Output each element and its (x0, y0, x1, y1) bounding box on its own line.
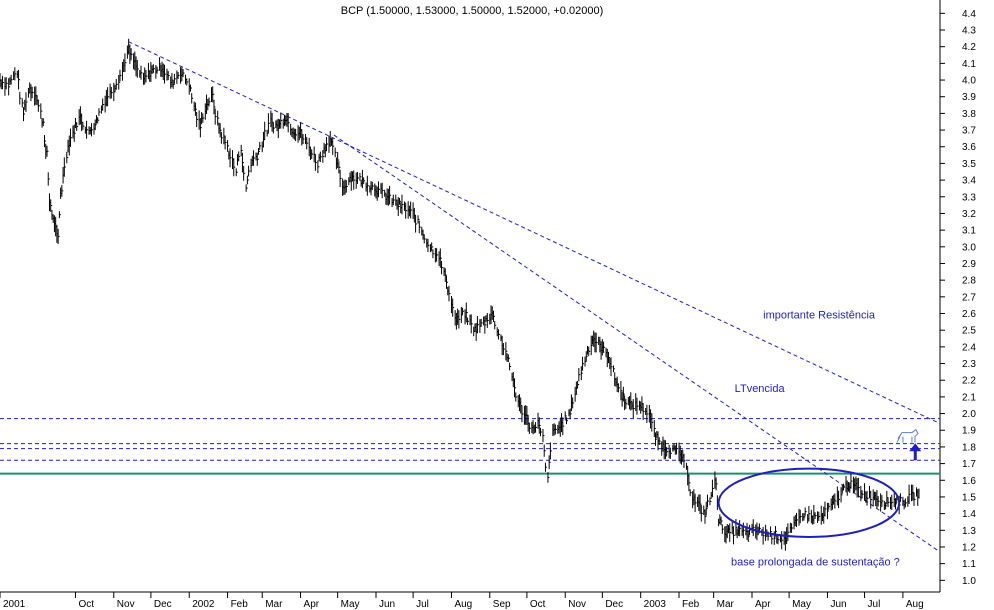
y-tick-label: 4.1 (962, 59, 976, 70)
y-tick-label: 2.0 (962, 409, 976, 420)
x-tick-label: May (792, 599, 811, 610)
horizontal-lines (0, 418, 940, 475)
y-tick-label: 1.3 (962, 526, 976, 537)
chart-title: BCP (1.50000, 1.53000, 1.50000, 1.52000,… (341, 5, 604, 17)
y-tick-label: 2.9 (962, 259, 976, 270)
y-tick-label: 4.4 (962, 9, 976, 20)
y-tick-label: 3.8 (962, 109, 976, 120)
x-tick-label: Nov (568, 599, 586, 610)
price-series (0, 38, 920, 551)
x-tick-label: Aug (454, 599, 472, 610)
y-tick-label: 4.0 (962, 76, 976, 87)
y-tick-label: 1.7 (962, 459, 976, 470)
y-tick-label: 1.0 (962, 576, 976, 587)
x-tick-label: Feb (231, 599, 249, 610)
y-tick-label: 2.5 (962, 326, 976, 337)
x-tick-label: Oct (78, 599, 94, 610)
up-arrow-head-icon (909, 443, 922, 452)
trendline (128, 41, 941, 425)
y-tick-label: 1.6 (962, 476, 976, 487)
y-tick-label: 1.9 (962, 426, 976, 437)
x-tick-label: Sep (493, 599, 511, 610)
x-tick-label: Oct (530, 599, 546, 610)
y-axis: 1.0 1.1 1.2 1.3 1.4 1.5 1.6 1.7 1.8 1.9 2.0 2.1 2.2 2… (940, 9, 976, 587)
x-tick-label: Dec (605, 599, 623, 610)
y-tick-label: 1.1 (962, 559, 976, 570)
y-tick-label: 2.8 (962, 276, 976, 287)
y-tick-label: 4.3 (962, 26, 976, 37)
trendline (333, 134, 941, 553)
y-tick-label: 2.7 (962, 292, 976, 303)
bull-icon (896, 428, 919, 443)
y-tick-label: 1.2 (962, 542, 976, 553)
trendlines (128, 41, 941, 553)
x-tick-label: Jul (868, 599, 881, 610)
x-tick-label: Jun (379, 599, 395, 610)
y-tick-label: 3.2 (962, 209, 976, 220)
x-tick-label: Feb (682, 599, 700, 610)
x-tick-label: Mar (717, 599, 735, 610)
x-tick-label: Jul (416, 599, 429, 610)
y-tick-label: 1.8 (962, 442, 976, 453)
x-tick-label: Mar (265, 599, 283, 610)
x-tick-label: Dec (154, 599, 172, 610)
y-tick-label: 1.4 (962, 509, 976, 520)
y-tick-label: 4.2 (962, 42, 976, 53)
x-tick-label: 2002 (192, 599, 215, 610)
annotations: importante Resistência LTvencida base prol… (717, 310, 922, 568)
y-tick-label: 3.3 (962, 192, 976, 203)
y-tick-label: 2.6 (962, 309, 976, 320)
x-tick-label: 2001 (3, 599, 26, 610)
annotation-label: base prolongada de sustentação ? (731, 556, 900, 568)
y-tick-label: 3.0 (962, 242, 976, 253)
x-axis: 2001 Oct Nov Dec 2002 Feb Mar Apr May Jun Jul Aug Se… (0, 592, 924, 610)
y-tick-label: 3.4 (962, 176, 976, 187)
y-tick-label: 3.5 (962, 159, 976, 170)
annotation-label: LTvencida (735, 383, 786, 395)
y-tick-label: 3.1 (962, 226, 976, 237)
x-tick-label: Apr (304, 599, 320, 610)
x-tick-label: Apr (755, 599, 771, 610)
y-tick-label: 2.2 (962, 376, 976, 387)
x-tick-label: Jun (830, 599, 846, 610)
x-tick-label: May (341, 599, 360, 610)
y-tick-label: 3.6 (962, 142, 976, 153)
y-tick-label: 1.5 (962, 492, 976, 503)
y-tick-label: 2.3 (962, 359, 976, 370)
y-tick-label: 3.9 (962, 92, 976, 103)
price-bars (0, 38, 920, 551)
y-tick-label: 2.1 (962, 392, 976, 403)
x-tick-label: Nov (117, 599, 135, 610)
x-tick-label: 2003 (644, 599, 667, 610)
y-tick-label: 3.7 (962, 126, 976, 137)
annotation-label: importante Resistência (763, 310, 876, 322)
x-tick-label: Aug (906, 599, 924, 610)
y-tick-label: 2.4 (962, 342, 976, 353)
plot-frame (0, 0, 941, 593)
base-ellipse (717, 467, 901, 538)
